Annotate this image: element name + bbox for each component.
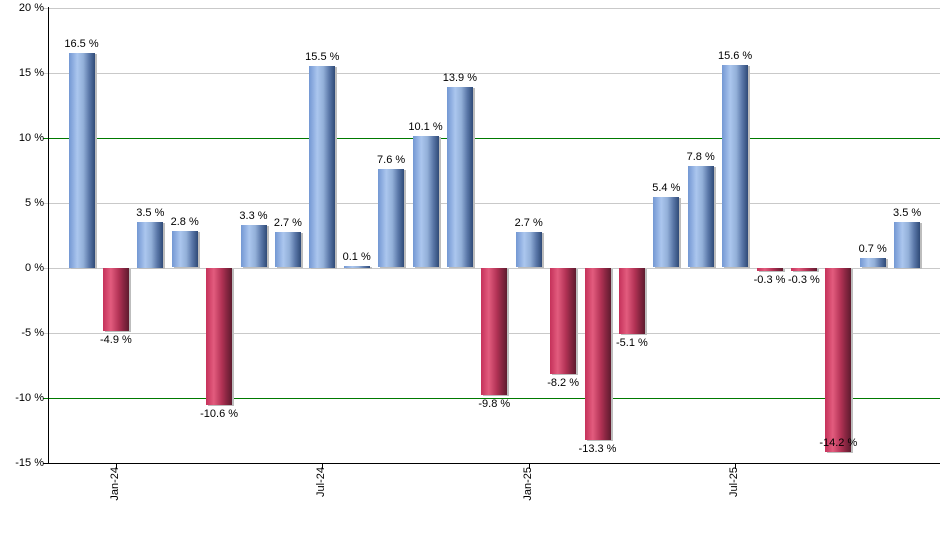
bar-positive xyxy=(378,168,405,268)
y-tick-label: 15 % xyxy=(18,66,44,79)
x-tick xyxy=(322,462,324,469)
y-tick xyxy=(43,137,48,139)
bar-positive xyxy=(171,231,198,268)
bar-value-label: 15.5 % xyxy=(305,51,340,63)
bar-positive xyxy=(515,232,542,268)
bar-value-label: 2.7 % xyxy=(514,217,543,230)
bar-negative xyxy=(618,267,645,334)
y-tick-label: 0 % xyxy=(25,261,44,274)
bar-positive xyxy=(137,222,164,268)
y-tick-label: -5 % xyxy=(21,326,44,339)
y-tick xyxy=(43,7,48,9)
bar-value-label: 7.8 % xyxy=(686,151,715,164)
bar-positive xyxy=(68,53,95,268)
bar-negative xyxy=(550,267,577,375)
bar-value-label: -14.2 % xyxy=(819,437,858,450)
bar-negative xyxy=(102,267,129,332)
y-axis-line xyxy=(48,7,49,464)
bar-value-label: -8.2 % xyxy=(547,377,579,390)
bar-value-label: 0.1 % xyxy=(342,250,371,263)
y-tick xyxy=(43,397,48,399)
bar-value-label: -0.3 % xyxy=(787,274,820,287)
bar-negative xyxy=(790,267,817,272)
bar-value-label: 7.6 % xyxy=(377,153,406,166)
bar-value-label: 3.3 % xyxy=(239,209,268,222)
y-tick xyxy=(43,267,48,269)
bar-value-label: 3.5 % xyxy=(136,207,165,219)
bar-positive xyxy=(240,224,267,268)
bar-value-label: 2.8 % xyxy=(170,216,199,229)
special-gridline xyxy=(48,397,940,399)
bar-value-label: -9.8 % xyxy=(478,397,511,410)
bar-negative xyxy=(481,267,508,395)
gridline xyxy=(48,72,940,74)
x-tick-label: Jul-24 xyxy=(315,467,328,497)
x-tick-label: Jan-24 xyxy=(108,467,121,501)
bar-positive xyxy=(859,258,886,268)
bar-positive xyxy=(446,86,473,268)
bar-positive xyxy=(274,232,301,268)
bar-value-label: -5.1 % xyxy=(615,336,648,349)
x-tick xyxy=(528,462,530,469)
y-tick xyxy=(43,72,48,74)
bar-negative xyxy=(206,267,233,406)
gridline xyxy=(48,7,940,9)
bar-value-label: 3.5 % xyxy=(893,207,922,219)
x-tick xyxy=(115,462,117,469)
bar-value-label: -10.6 % xyxy=(200,408,239,421)
x-tick xyxy=(735,462,737,469)
y-tick-label: 10 % xyxy=(18,131,44,144)
bar-negative xyxy=(584,267,611,441)
bar-value-label: 5.4 % xyxy=(652,182,681,195)
gridline xyxy=(48,202,940,204)
bar-value-label: 2.7 % xyxy=(273,217,302,230)
x-tick-label: Jul-25 xyxy=(728,467,741,497)
bar-positive xyxy=(309,66,336,268)
bar-value-label: -4.9 % xyxy=(99,334,132,347)
bar-value-label: 0.7 % xyxy=(858,243,887,256)
bar-positive xyxy=(722,64,749,268)
bar-positive xyxy=(653,197,680,268)
bar-value-label: -13.3 % xyxy=(578,443,617,456)
y-tick xyxy=(43,462,48,464)
y-tick xyxy=(43,202,48,204)
x-tick-label: Jan-25 xyxy=(521,467,534,501)
bar-value-label: 15.6 % xyxy=(717,49,753,62)
x-axis-line xyxy=(48,462,940,464)
bar-positive xyxy=(894,222,921,268)
y-tick-label: 5 % xyxy=(25,196,44,209)
bar-value-label: -0.3 % xyxy=(753,274,786,287)
bar-positive xyxy=(343,265,370,268)
bar-negative xyxy=(825,267,852,453)
bar-value-label: 10.1 % xyxy=(408,121,443,134)
bar-negative xyxy=(756,267,783,272)
y-tick-label: -15 % xyxy=(15,456,44,469)
bar-positive xyxy=(412,136,439,268)
bar-value-label: 13.9 % xyxy=(442,71,478,84)
special-gridline xyxy=(48,137,940,139)
bar-value-label: 16.5 % xyxy=(64,38,99,50)
y-tick-label: -10 % xyxy=(15,391,44,404)
y-tick xyxy=(43,332,48,334)
bar-positive xyxy=(687,166,714,268)
y-tick-label: 20 % xyxy=(18,1,44,14)
